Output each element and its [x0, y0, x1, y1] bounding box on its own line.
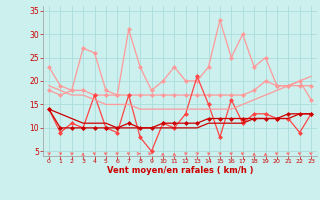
- X-axis label: Vent moyen/en rafales ( km/h ): Vent moyen/en rafales ( km/h ): [107, 166, 253, 175]
